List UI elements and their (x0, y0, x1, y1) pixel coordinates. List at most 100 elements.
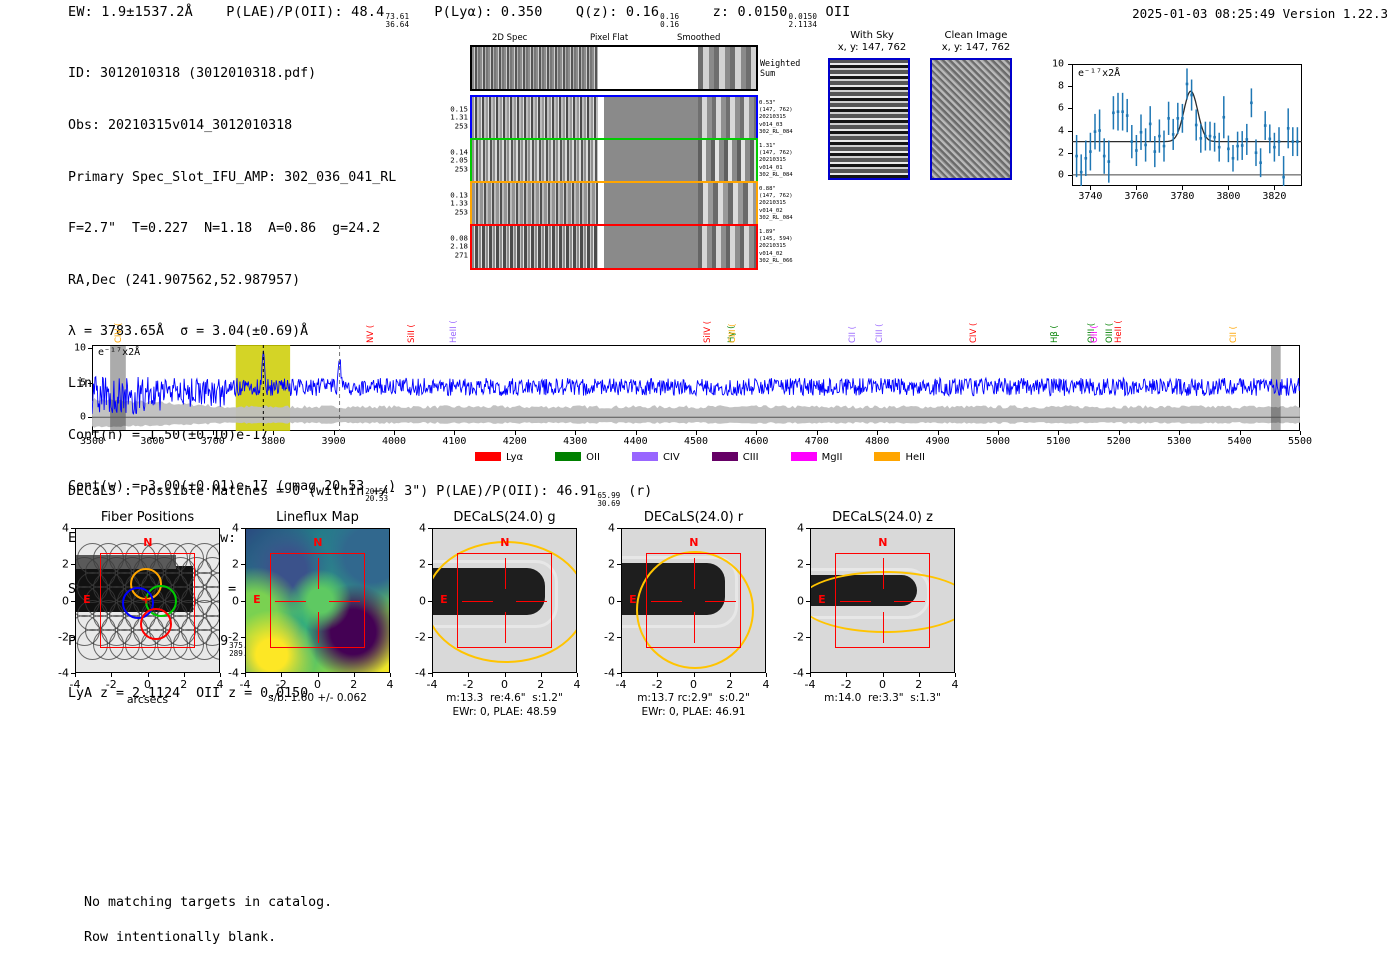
panel-xtick (540, 673, 542, 677)
panel-xtick (955, 673, 956, 677)
spec2d-col-title-2dspec: 2D Spec (492, 33, 528, 43)
legend-swatch-mgii (790, 452, 817, 461)
info-line-params: F=2.7" T=0.227 N=1.18 A=0.86 g=24.2 (68, 221, 381, 237)
timestamp-version: 2025-01-03 08:25:49 Version 1.22.3 (1132, 6, 1388, 21)
crosshair-horizontal-left (274, 600, 307, 602)
emission-line-label-hβ-10: Hβ ( (1050, 325, 1061, 343)
fiber-row-4[interactable]: 0.08 2.18 271 1.89" (145, 594) 20210315 … (450, 224, 793, 270)
panel-ytick (428, 564, 432, 566)
info-line-obs: Obs: 20210315v014_3012010318 (68, 118, 293, 133)
spectrum-xtick (635, 431, 637, 435)
cutout-with-sky-image[interactable] (828, 58, 910, 180)
fiber-row-2[interactable]: 0.14 2.05 253 1.31" (147, 762) 20210315 … (450, 138, 793, 184)
emission-line-label-siiv-4: SiIV ( (703, 320, 714, 343)
smoothed-texture-icon (697, 140, 756, 182)
info-line-radec: RA,Dec (241.907562,52.987957) (68, 272, 301, 288)
spectrum-ytick (88, 382, 92, 384)
panel-xtick-label: -2 (105, 678, 117, 691)
panel-ytick (617, 528, 621, 529)
cutout-clean-coords: x, y: 147, 762 (941, 42, 1011, 53)
fit-ytick-label: 4 (1057, 125, 1064, 137)
emission-line-label-ciii-8: CIII ( (875, 323, 886, 343)
pixel-flat-texture-icon (604, 183, 698, 225)
fit-ytick (1068, 152, 1072, 154)
fit-xtick-label: 3800 (1216, 191, 1241, 202)
emission-line-label-cii-7: CII ( (848, 326, 859, 343)
fiber-stats-3: 0.13 1.33 253 (450, 190, 468, 217)
east-label: E (629, 593, 637, 607)
panel-xtick (75, 673, 76, 677)
panel-ytick (806, 600, 810, 602)
fit-ytick (1068, 108, 1072, 110)
north-label: N (878, 536, 888, 550)
crosshair-horizontal-right (328, 600, 361, 602)
header-ew: EW: 1.9±1537.2Å (68, 4, 193, 20)
panel-xtick-label: -2 (275, 678, 287, 691)
crosshair-horizontal-right (893, 600, 926, 602)
decals-hdr-suffix: (r) (628, 484, 653, 499)
crosshair-horizontal-right (704, 600, 737, 602)
panel-xtick-label: 4 (386, 678, 394, 691)
panel-ytick-label: -4 (793, 666, 804, 680)
panel-xtick-label: 2 (350, 678, 358, 691)
panel-ytick (428, 600, 432, 602)
decals-hdr-prefix: DECaLS : Possible Matches = 0 (within +/… (68, 484, 597, 499)
north-label: N (313, 536, 323, 550)
panel-ytick (241, 528, 245, 529)
panel-xtick (281, 673, 283, 677)
legend-label-civ: CIV (662, 452, 680, 463)
emission-line-label-heii-3: HeII ( (449, 320, 460, 343)
spectrum-xtick (1058, 431, 1060, 435)
fiber-stats-2: 0.14 2.05 253 (450, 147, 468, 174)
panel-ytick-label: 4 (797, 521, 804, 535)
spectrum-xtick (998, 431, 999, 435)
pixel-flat-texture-icon (604, 97, 698, 139)
fit-ytick (1068, 64, 1072, 65)
panel-ytick-label: -2 (793, 630, 804, 644)
spectrum-xtick-label: 5300 (1167, 436, 1192, 447)
spectrum-ytick-label: 10 (73, 342, 86, 354)
highlighted-fiber-circle-4[interactable] (140, 608, 172, 640)
panel-xtick-label: 4 (216, 678, 224, 691)
spectrum-xtick-label: 5200 (1106, 436, 1131, 447)
panel-image-fiber-positions[interactable]: + N E (75, 528, 220, 673)
spectrum-xtick-label: 4600 (744, 436, 769, 447)
info-plae-lo: 289.2 (229, 649, 252, 659)
panel-caption-decals-r: m:13.7 rc:2.9" s:0.2" (637, 692, 750, 704)
crosshair-horizontal-left (461, 600, 494, 602)
cutout-with-sky-title: With Sky (850, 30, 894, 41)
panel-xtick-label: 4 (762, 678, 770, 691)
spectrum-xtick (152, 431, 154, 435)
legend-entry-oii: OII (555, 452, 600, 463)
panel-ytick-label: 0 (232, 594, 239, 607)
fit-xtick (1274, 186, 1276, 190)
decals-hdr-lo: 30.69 (597, 499, 621, 509)
emission-line-label-siii-2: SiII ( (407, 324, 418, 343)
legend-entry-heii: HeII (874, 452, 925, 463)
spectrum-xtick (1300, 431, 1301, 435)
panel-caption2-decals-g: EWr: 0, PLAE: 48.59 (452, 706, 557, 718)
cutout-clean-image-image[interactable] (930, 58, 1012, 180)
spectrum-xtick-label: 4500 (683, 436, 709, 447)
spectrum-xtick-label: 5400 (1227, 436, 1252, 447)
east-label: E (818, 593, 826, 607)
panel-ytick (71, 528, 75, 529)
panel-caption-decals-z: m:14.0 re:3.3" s:1.3" (824, 692, 941, 704)
fiber-row-1[interactable]: 0.15 1.31 253 0.53" (147, 762) 20210315 … (450, 95, 793, 141)
panel-xtick-label: 0 (879, 678, 886, 691)
panel-xtick (245, 673, 246, 677)
spectrum-xtick (816, 431, 818, 435)
fit-ytick-label: 10 (1051, 58, 1064, 70)
highlighted-fiber-circle-3[interactable] (122, 587, 154, 619)
fiber-row-3[interactable]: 0.13 1.33 253 0.88" (147, 762) 20210315 … (450, 181, 793, 227)
legend-label-ciii: CIII (742, 452, 759, 463)
legend-entry-lyα: Lyα (474, 452, 524, 463)
legend-label-lyα: Lyα (505, 452, 524, 463)
legend-label-oii: OII (586, 452, 600, 463)
spectrum-xtick (333, 431, 335, 435)
panel-ytick-label: 4 (62, 521, 69, 535)
